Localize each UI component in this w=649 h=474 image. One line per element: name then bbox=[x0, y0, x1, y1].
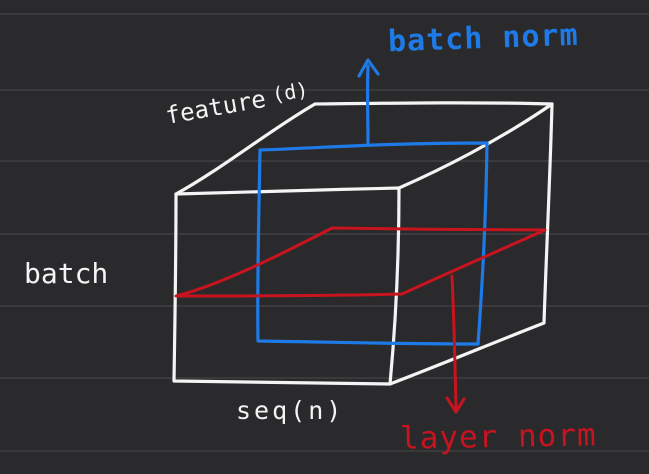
cube-top-face bbox=[174, 101, 554, 196]
layer-norm-plane bbox=[174, 226, 547, 298]
batch-axis-label: batch bbox=[24, 257, 109, 290]
cube-right-edge bbox=[388, 102, 554, 386]
layer-norm-arrow-shaft bbox=[450, 274, 458, 410]
sequence-axis-label: seq(n) bbox=[236, 396, 345, 425]
batch-norm-label: batch norm bbox=[387, 17, 580, 60]
layer-norm-label: layer norm bbox=[399, 417, 597, 457]
feature-dimension-label: (d) bbox=[270, 77, 310, 107]
batch-norm-plane bbox=[256, 141, 489, 346]
layer-norm-arrow-head bbox=[445, 396, 466, 414]
batch-norm-arrow-head bbox=[357, 58, 380, 78]
